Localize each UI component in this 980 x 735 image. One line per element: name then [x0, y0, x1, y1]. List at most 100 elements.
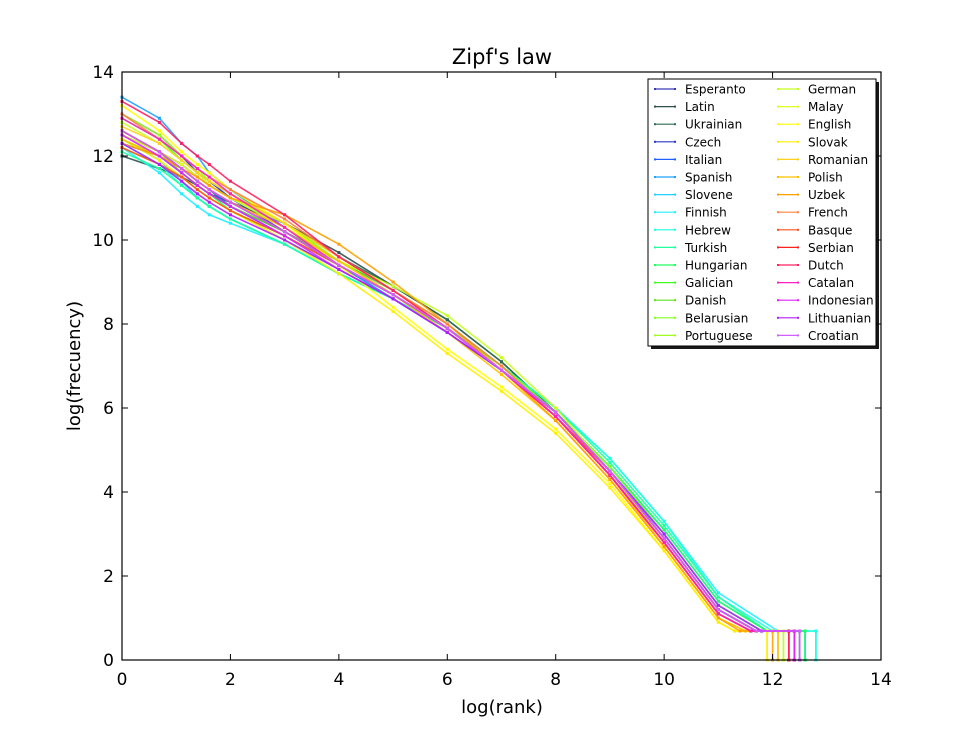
- legend-entry: Latin: [654, 100, 715, 114]
- data-point: [195, 204, 199, 208]
- data-point: [228, 200, 232, 204]
- x-tick-label: 12: [762, 670, 784, 690]
- legend-entry: Portuguese: [654, 329, 753, 343]
- data-point: [207, 171, 211, 175]
- legend-marker: [797, 299, 799, 302]
- x-tick-label: 6: [442, 670, 453, 690]
- data-point: [554, 406, 558, 410]
- data-point: [445, 322, 449, 326]
- legend-marker: [797, 228, 799, 231]
- data-point: [608, 469, 612, 473]
- data-point: [207, 188, 211, 192]
- data-point: [283, 213, 287, 217]
- legend-label: Slovene: [685, 188, 733, 202]
- legend-marker: [674, 228, 676, 231]
- legend-marker: [674, 211, 676, 214]
- data-point: [749, 629, 753, 633]
- legend-label: Finnish: [685, 206, 727, 220]
- legend-label: Polish: [808, 171, 843, 185]
- legend-marker: [797, 88, 799, 90]
- data-point: [180, 183, 184, 187]
- legend-label: Ukrainian: [685, 118, 742, 132]
- legend-entry: Serbian: [777, 241, 854, 255]
- data-point: [445, 351, 449, 355]
- legend-label: Turkish: [684, 241, 727, 255]
- data-point: [716, 612, 720, 616]
- data-point: [180, 162, 184, 166]
- data-point: [445, 347, 449, 351]
- legend-marker: [654, 264, 656, 266]
- data-point: [500, 368, 503, 372]
- legend-entry: Danish: [654, 294, 726, 308]
- legend-label: Belarusian: [685, 311, 748, 325]
- legend-marker: [674, 140, 676, 143]
- legend-entry: Malay: [777, 100, 844, 114]
- legend-entry: Finnish: [654, 206, 727, 220]
- legend-entry: Dutch: [777, 259, 844, 273]
- x-tick-label: 10: [653, 670, 675, 690]
- legend-label: Malay: [808, 100, 844, 114]
- legend-marker: [654, 228, 656, 231]
- legend-marker: [777, 316, 779, 319]
- legend-label: Italian: [685, 153, 722, 167]
- legend-marker: [674, 193, 676, 196]
- data-point: [662, 524, 666, 528]
- data-point: [195, 179, 199, 183]
- legend-label: Hebrew: [685, 223, 731, 237]
- data-point: [803, 629, 807, 633]
- data-point: [180, 192, 184, 196]
- legend-marker: [777, 193, 779, 196]
- data-point: [500, 389, 503, 393]
- legend-entry: Esperanto: [654, 83, 746, 97]
- data-point: [500, 356, 503, 360]
- legend-marker: [777, 281, 779, 284]
- data-point: [157, 158, 161, 162]
- data-point: [195, 167, 199, 171]
- data-point: [608, 486, 612, 490]
- legend-label: Slovak: [808, 135, 848, 149]
- legend-entry: Indonesian: [777, 294, 874, 308]
- data-point: [716, 620, 720, 624]
- legend-entry: Catalan: [777, 276, 854, 290]
- series-croatian: [120, 129, 802, 662]
- data-point: [662, 519, 666, 523]
- legend-entry: Basque: [777, 223, 852, 237]
- data-point: [157, 141, 161, 145]
- data-point: [157, 154, 161, 158]
- legend-entry: Hungarian: [654, 259, 747, 273]
- legend-marker: [674, 264, 676, 266]
- legend-entry: Polish: [777, 171, 843, 185]
- series-line: [121, 142, 801, 660]
- legend-label: Spanish: [685, 171, 732, 185]
- legend-marker: [797, 176, 799, 178]
- data-point: [180, 158, 184, 162]
- data-point: [554, 431, 558, 435]
- legend-marker: [674, 334, 676, 337]
- legend-label: French: [808, 206, 848, 220]
- data-point: [500, 385, 503, 389]
- legend-marker: [654, 211, 656, 214]
- legend-entry: Hebrew: [654, 223, 731, 237]
- legend-marker: [777, 176, 779, 178]
- legend: Esperanto Latin Ukrainian Czech Italian Spani…: [647, 78, 879, 349]
- legend-entry: Slovak: [777, 135, 848, 149]
- legend-entry: Romanian: [777, 153, 868, 167]
- data-point: [500, 360, 503, 364]
- y-tick-label: 12: [92, 147, 114, 167]
- axes-frame: [121, 71, 882, 661]
- data-point: [608, 473, 612, 477]
- legend-marker: [797, 281, 799, 284]
- y-tick-label: 6: [103, 399, 114, 419]
- data-point: [662, 540, 666, 544]
- legend-marker: [777, 334, 779, 337]
- data-point: [391, 305, 395, 309]
- data-point: [608, 477, 612, 481]
- data-point: [337, 263, 341, 267]
- legend-entry: Croatian: [777, 329, 859, 343]
- data-point: [228, 188, 232, 192]
- data-point: [157, 120, 161, 124]
- legend-marker: [777, 228, 779, 231]
- data-point: [608, 456, 612, 460]
- data-point: [554, 419, 558, 423]
- legend-marker: [777, 264, 779, 266]
